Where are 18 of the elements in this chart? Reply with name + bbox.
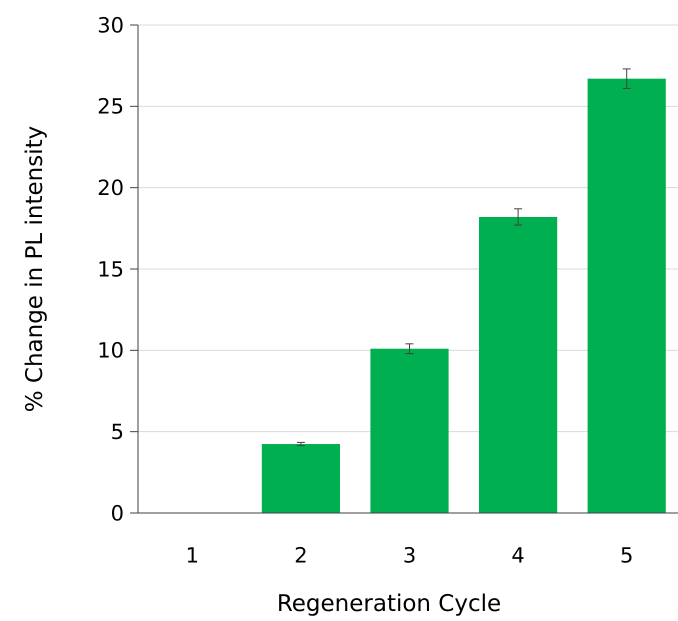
x-tick-label: 4 xyxy=(511,543,525,568)
x-axis-title: Regeneration Cycle xyxy=(276,591,502,618)
y-tick-label: 30 xyxy=(97,13,124,38)
y-tick-label: 20 xyxy=(97,176,124,200)
y-axis-title: % Change in PL intensity xyxy=(22,126,48,412)
x-tick-label: 1 xyxy=(186,543,199,568)
bar xyxy=(262,444,340,513)
y-tick-label: 25 xyxy=(97,94,124,119)
x-tick-label: 5 xyxy=(620,543,634,568)
bar xyxy=(588,78,666,513)
y-tick-label: 0 xyxy=(110,501,124,526)
y-tick-label: 5 xyxy=(110,420,124,444)
bar xyxy=(479,216,558,513)
y-tick-label: 10 xyxy=(97,338,124,363)
bar xyxy=(370,348,449,513)
x-tick-label: 3 xyxy=(402,543,416,568)
x-tick-label: 2 xyxy=(294,543,308,568)
y-tick-label: 15 xyxy=(97,257,124,282)
